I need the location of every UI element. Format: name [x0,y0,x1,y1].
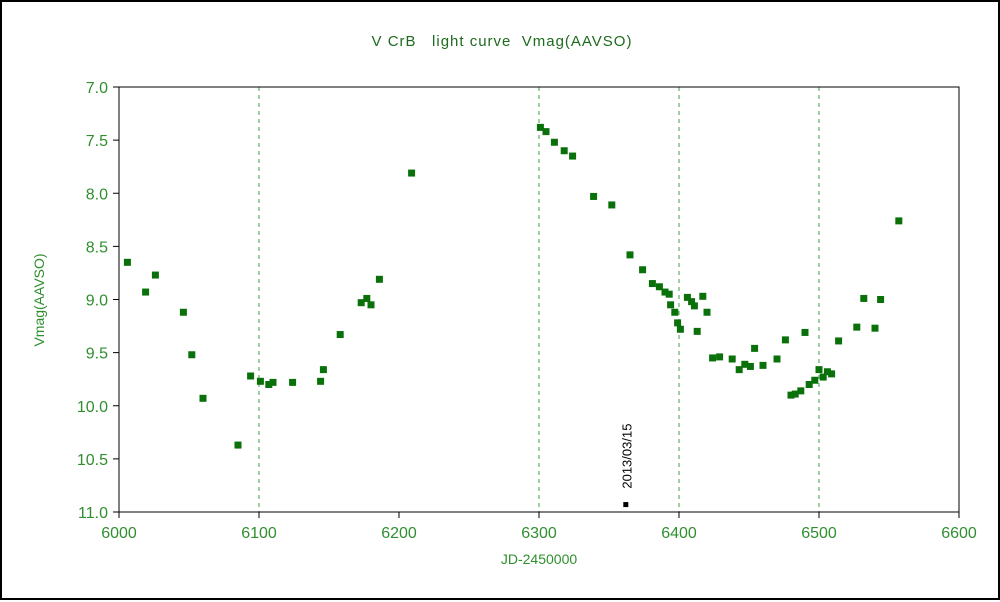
data-point [317,377,325,385]
x-tick-label: 6400 [661,525,697,542]
x-tick-label: 6600 [941,525,977,542]
data-point [674,319,682,327]
y-tick-label: 10.0 [77,399,108,416]
x-tick-label: 6000 [101,525,137,542]
x-tick-label: 6200 [381,525,417,542]
data-point [819,373,827,381]
data-point [179,308,187,316]
data-point [667,301,675,309]
x-axis-label: JD-2450000 [501,551,577,567]
data-point [188,351,196,359]
data-point [265,381,273,388]
data-point [536,123,544,131]
chart-title: V CrB light curve Vmag(AAVSO) [372,33,633,50]
y-tick-label: 8.5 [86,239,108,256]
y-axis-label: Vmag(AAVSO) [31,253,47,346]
data-point [690,302,698,310]
data-point [661,288,669,296]
data-point [665,290,673,298]
y-tick-label: 11.0 [78,505,108,522]
data-point [142,288,150,296]
data-point [860,294,868,302]
data-point [781,336,789,344]
data-point [801,328,809,336]
y-tick-label: 7.0 [86,80,108,97]
annotation-marker [623,502,629,508]
data-point [835,337,843,345]
data-point [746,362,754,370]
y-tick-label: 9.0 [86,293,108,310]
data-point [560,147,568,155]
data-point [256,377,264,385]
data-point [728,355,736,363]
annotation-2013-03-15: 2013/03/15 [619,424,634,508]
data-point [550,138,558,146]
axes-ticks-and-labels: 6000 6100 6200 6300 6400 6500 6600 7.0 7.5 8.0 8.5… [77,80,977,542]
data-point [375,275,383,283]
data-point [853,323,861,331]
data-point [735,366,743,374]
data-point [655,283,663,291]
data-point [688,298,696,306]
data-point [895,217,903,225]
data-point [877,296,885,303]
data-point [289,378,297,386]
annotation-label: 2013/03/15 [619,424,634,489]
data-point [676,325,684,333]
data-point [151,271,159,279]
data-point [626,251,634,259]
data-point [683,293,691,301]
gridlines [258,87,820,512]
data-point [367,301,375,309]
data-point [741,360,749,368]
data-point [791,390,799,398]
data-point [363,294,371,302]
data-point [693,327,701,335]
data-point [797,387,805,395]
data-point [787,391,795,399]
y-tick-label: 8.0 [86,186,108,203]
data-points [123,123,903,449]
data-point [871,324,879,332]
data-point [123,258,131,266]
data-point [639,266,647,274]
data-point [319,366,327,374]
data-point [408,169,416,177]
data-point [828,370,836,378]
data-point [590,192,598,200]
data-point [569,152,577,160]
data-point [199,394,207,402]
data-point [759,361,767,369]
data-point [357,299,365,307]
data-point [709,354,717,362]
data-point [269,378,277,386]
data-point [648,280,656,288]
data-point [716,353,724,361]
data-point [823,368,831,376]
data-point [815,366,823,374]
data-point [811,376,819,384]
y-tick-label: 9.5 [86,346,108,363]
data-point [703,308,711,316]
y-tick-label: 7.5 [86,133,108,150]
data-point [805,381,813,388]
data-point [699,292,707,300]
data-point [608,201,616,209]
data-point [751,344,759,352]
data-point [542,128,550,136]
data-point [234,441,242,449]
data-point [336,331,344,339]
x-tick-label: 6300 [521,525,557,542]
data-point [671,308,679,316]
data-point [247,372,255,380]
y-tick-label: 10.5 [77,452,108,469]
data-point [773,355,781,363]
x-tick-label: 6500 [801,525,837,542]
x-tick-label: 6100 [241,525,277,542]
